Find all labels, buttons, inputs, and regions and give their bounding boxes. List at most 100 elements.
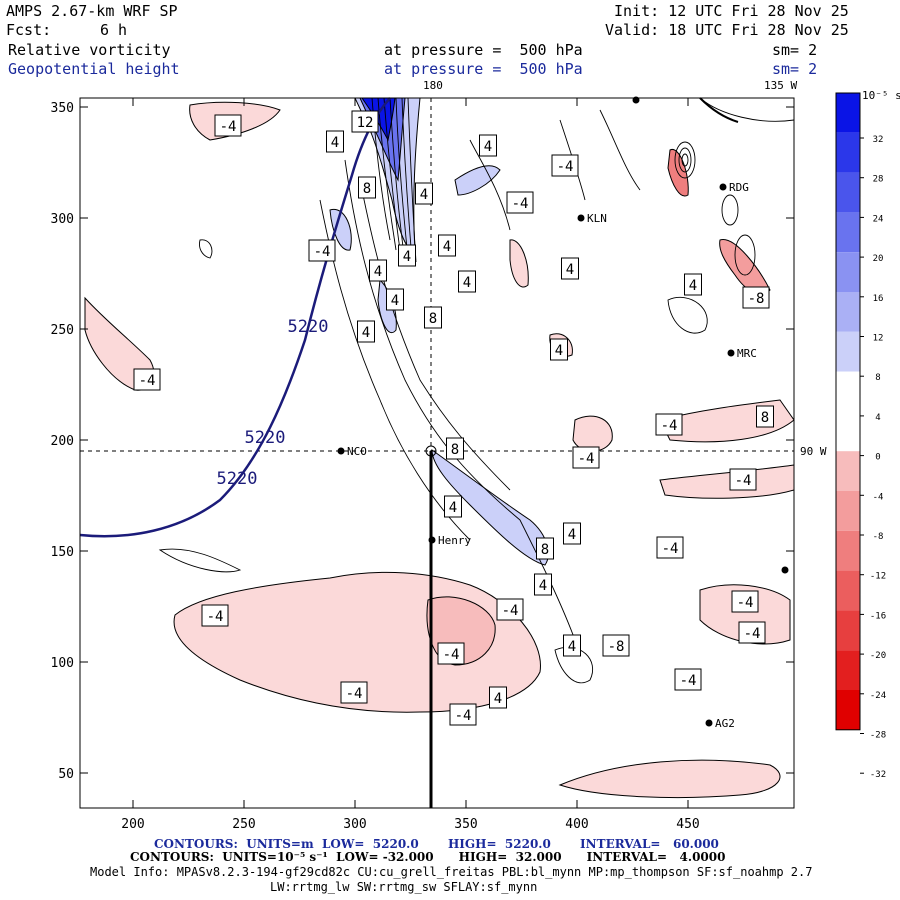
vorticity-label: -4	[744, 626, 761, 642]
vorticity-label-box	[563, 522, 581, 545]
lon-180-label: 180	[423, 79, 443, 92]
vorticity-label: 4	[568, 527, 576, 543]
colorbar-tick-label: 20	[873, 254, 884, 264]
colorbar-tick-label: 4	[875, 413, 880, 423]
x-tick-label: 450	[676, 817, 699, 832]
station-label: NCO	[347, 445, 367, 458]
vorticity-label: -8	[608, 639, 625, 655]
vorticity-label: -4	[207, 609, 224, 625]
model-info: Model Info: MPASv8.2.3-194-gf29cd82c CU:…	[90, 865, 813, 879]
station-dot	[781, 566, 789, 574]
vorticity-label-box	[358, 176, 376, 199]
vorticity-label: -4	[735, 473, 752, 489]
vorticity-label-box	[444, 495, 462, 518]
vorticity-label: 4	[420, 187, 428, 203]
field-height: Geopotential height	[8, 60, 180, 78]
map-frame	[79, 97, 795, 809]
colorbar-segment	[836, 252, 860, 292]
vorticity-label-box	[214, 114, 242, 137]
upper-right-contours	[158, 98, 794, 684]
vorticity-label: 4	[484, 139, 492, 155]
vorticity-label-box	[742, 286, 770, 309]
vorticity-label: -4	[502, 603, 519, 619]
colorbar-tick-label: 28	[873, 175, 884, 185]
vorticity-label: 4	[555, 343, 563, 359]
vorticity-label-box	[656, 536, 684, 559]
y-tick-label: 200	[51, 434, 74, 449]
vorticity-label: -4	[661, 418, 678, 434]
vorticity-label-box	[437, 642, 465, 665]
vorticity-label-box	[351, 110, 379, 133]
colorbar-tick-label: -12	[870, 572, 886, 582]
vorticity-label: 4	[403, 249, 411, 265]
vorticity-label: -4	[578, 451, 595, 467]
negative-vorticity-region	[572, 415, 613, 452]
height-contour-segment	[699, 97, 739, 123]
vorticity-label-box	[201, 604, 229, 627]
colorbar-segment	[836, 491, 860, 531]
vorticity-label-box	[357, 320, 375, 343]
station-dot	[727, 349, 735, 357]
colorbar-segment	[836, 650, 860, 690]
vorticity-label-box	[438, 234, 456, 257]
station-markers: KLN RDG MRC NCO Henry AG2	[337, 96, 789, 730]
vorticity-label: 4	[374, 264, 382, 280]
station-dot	[577, 214, 585, 222]
negative-vorticity-region	[659, 464, 794, 499]
station-label: AG2	[715, 717, 735, 730]
field-height-level: at pressure = 500 hPa	[384, 60, 583, 78]
vorticity-label-box	[536, 537, 554, 560]
station-dot	[428, 536, 436, 544]
vorticity-label: -4	[220, 119, 237, 135]
vorticity-label: 4	[362, 325, 370, 341]
init-time: Init: 12 UTC Fri 28 Nov 25	[614, 2, 849, 20]
vorticity-label-box	[424, 306, 442, 329]
vorticity-label-box	[308, 239, 336, 262]
colorbar-tick-label: -28	[870, 731, 886, 741]
pole-marker	[425, 445, 437, 457]
vorticity-label-box	[398, 244, 416, 267]
colorbar-tick-label: 24	[873, 214, 884, 224]
colorbar-tick-label: -16	[870, 611, 886, 621]
vorticity-label-box	[563, 634, 581, 657]
vorticity-label: 4	[391, 293, 399, 309]
vorticity-label: 4	[494, 691, 502, 707]
negative-vorticity-region	[558, 759, 781, 798]
valid-time: Valid: 18 UTC Fri 28 Nov 25	[605, 21, 849, 39]
forecast-label: Fcst:	[6, 21, 52, 39]
station-label: MRC	[737, 347, 757, 360]
vorticity-label-box	[756, 405, 774, 428]
x-tick-label: 300	[343, 817, 366, 832]
positive-vorticity-region	[454, 165, 501, 196]
vorticity-field	[84, 98, 794, 798]
vorticity-label-box	[386, 288, 404, 311]
model-info-radiation: LW:rrtmg_lw SW:rrtmg_sw SFLAY:sf_mynn	[270, 880, 538, 894]
station-label: KLN	[587, 212, 607, 225]
forecast-hour: 6 h	[100, 21, 128, 39]
negative-vorticity-region	[699, 584, 791, 645]
lon-135w-label: 135 W	[764, 79, 798, 92]
height-contour-label: 5220	[217, 469, 258, 489]
colorbar-segment	[836, 530, 860, 571]
height-contour-info: CONTOURS: UNITS=m LOW= 5220.0 HIGH= 5220…	[154, 837, 719, 851]
vorticity-label-box	[561, 257, 579, 280]
colorbar-tick-label: 12	[873, 334, 884, 344]
colorbar-segment	[836, 331, 860, 372]
vorticity-label: 8	[451, 442, 459, 458]
colorbar-segment	[836, 690, 860, 730]
colorbar-tick-label: -24	[870, 691, 886, 701]
field-vorticity: Relative vorticity	[8, 41, 171, 59]
colorbar-tick-label: -4	[873, 492, 884, 502]
colorbar-tick-label: -8	[873, 532, 884, 542]
vorticity-label-box	[489, 686, 507, 709]
vorticity-label: 8	[541, 542, 549, 558]
y-tick-label: 250	[51, 323, 74, 338]
vorticity-label-box	[369, 259, 387, 282]
vorticity-label: -4	[139, 373, 156, 389]
vorticity-label-box	[655, 413, 683, 436]
vorticity-label-box	[479, 134, 497, 157]
colorbar-segment	[836, 371, 860, 412]
vorticity-label-box	[415, 182, 433, 205]
vorticity-label-box	[449, 703, 477, 726]
axis-labels: 200 250 300 350 400 450 350 300 250 200 150 100 50	[51, 101, 700, 832]
